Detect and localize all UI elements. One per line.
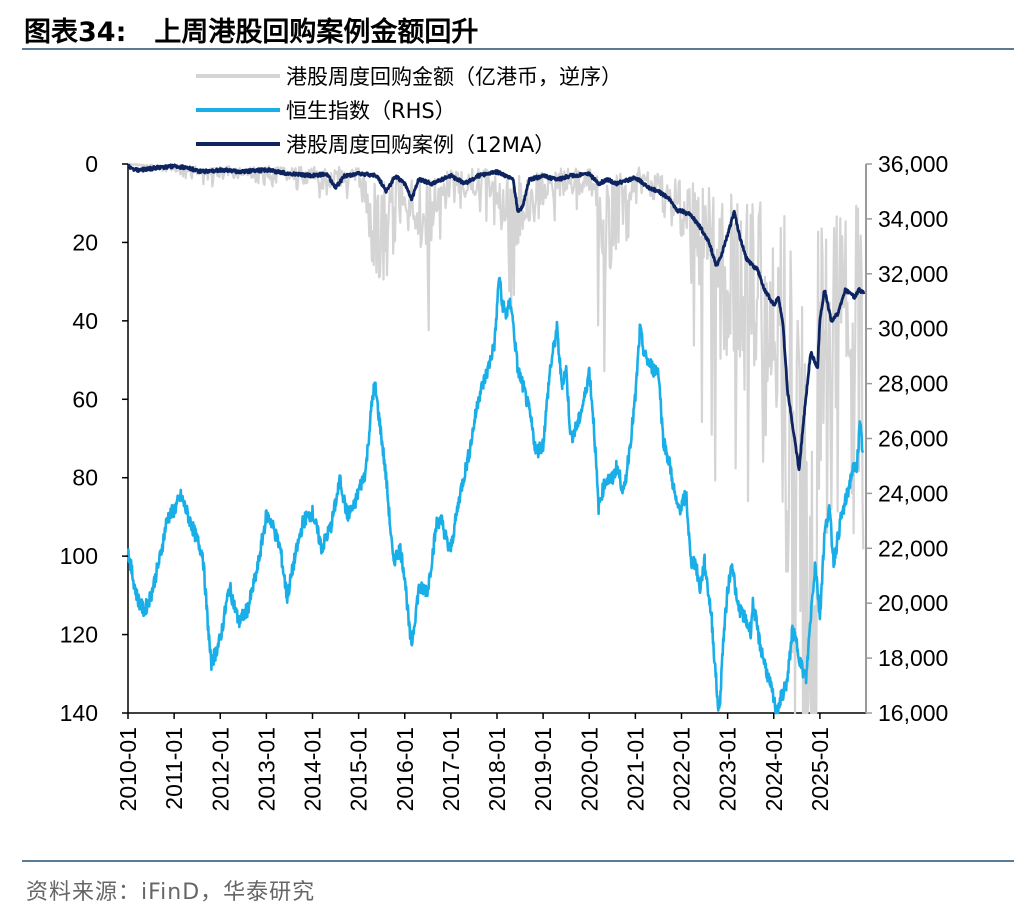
bottom-rule (22, 860, 1014, 862)
y-right-tick-label: 30,000 (878, 316, 948, 342)
top-rule (22, 48, 1014, 50)
y-right-tick-label: 24,000 (878, 480, 948, 506)
x-tick-label: 2019-01 (530, 727, 556, 811)
legend-label-repurchase-cases: 港股周度回购案例（12MA） (286, 133, 555, 157)
legend-label-repurchase-amount: 港股周度回购金额（亿港币，逆序） (286, 65, 622, 89)
figure-label: 图表34: (24, 17, 127, 48)
y-right-tick-label: 26,000 (878, 426, 948, 452)
x-tick-label: 2015-01 (346, 727, 372, 811)
series-repurchase-cases (127, 163, 866, 472)
x-tick-label: 2017-01 (438, 727, 464, 811)
y-right-tick-label: 20,000 (878, 590, 948, 616)
x-tick-label: 2014-01 (300, 727, 326, 811)
x-tick-label: 2025-01 (807, 727, 833, 811)
legend-label-hsi: 恒生指数（RHS） (286, 99, 456, 123)
y-left-tick-label: 100 (60, 543, 98, 569)
x-tick-label: 2010-01 (115, 727, 141, 811)
axes-layer (127, 164, 867, 714)
x-tick-label: 2024-01 (761, 727, 787, 811)
y-left-tick-label: 0 (85, 151, 98, 177)
x-tick-label: 2022-01 (669, 727, 695, 811)
series-layer (126, 162, 866, 715)
y-left-tick-label: 140 (60, 700, 98, 726)
figure-title: 上周港股回购案例金额回升 (154, 17, 479, 48)
figure-title-row: 图表34: 上周港股回购案例金额回升 (24, 10, 478, 49)
x-tick-label: 2018-01 (484, 727, 510, 811)
x-tick-label: 2012-01 (207, 727, 233, 811)
y-right-tick-label: 16,000 (878, 700, 948, 726)
y-left-tick-label: 60 (72, 386, 98, 412)
x-tick-label: 2011-01 (161, 727, 187, 810)
y-right-tick-label: 22,000 (878, 535, 948, 561)
x-tick-label: 2020-01 (576, 727, 602, 811)
y-right-tick-label: 18,000 (878, 645, 948, 671)
x-tick-label: 2013-01 (253, 727, 279, 811)
y-left-tick-label: 20 (72, 229, 98, 255)
y-left-tick-label: 40 (72, 308, 98, 334)
y-right-tick-label: 36,000 (878, 151, 948, 177)
y-right-tick-label: 28,000 (878, 371, 948, 397)
x-tick-label: 2023-01 (715, 727, 741, 811)
y-right-tick-label: 32,000 (878, 261, 948, 287)
tick-layer: 0 20 40 60 80 100 120 140 16,000 18,000 20,000 22,0… (60, 151, 949, 811)
series-repurchase-amount (127, 162, 865, 715)
legend: 港股周度回购金额（亿港币，逆序） 恒生指数（RHS） 港股周度回购案例（12MA… (196, 65, 622, 157)
x-tick-label: 2021-01 (622, 727, 648, 811)
y-left-tick-label: 80 (72, 465, 98, 491)
x-tick-label: 2016-01 (392, 727, 418, 811)
y-left-tick-label: 120 (60, 622, 98, 648)
y-right-tick-label: 34,000 (878, 206, 948, 232)
source-note: 资料来源：iFinD，华泰研究 (26, 880, 316, 905)
series-hsi (126, 276, 865, 715)
